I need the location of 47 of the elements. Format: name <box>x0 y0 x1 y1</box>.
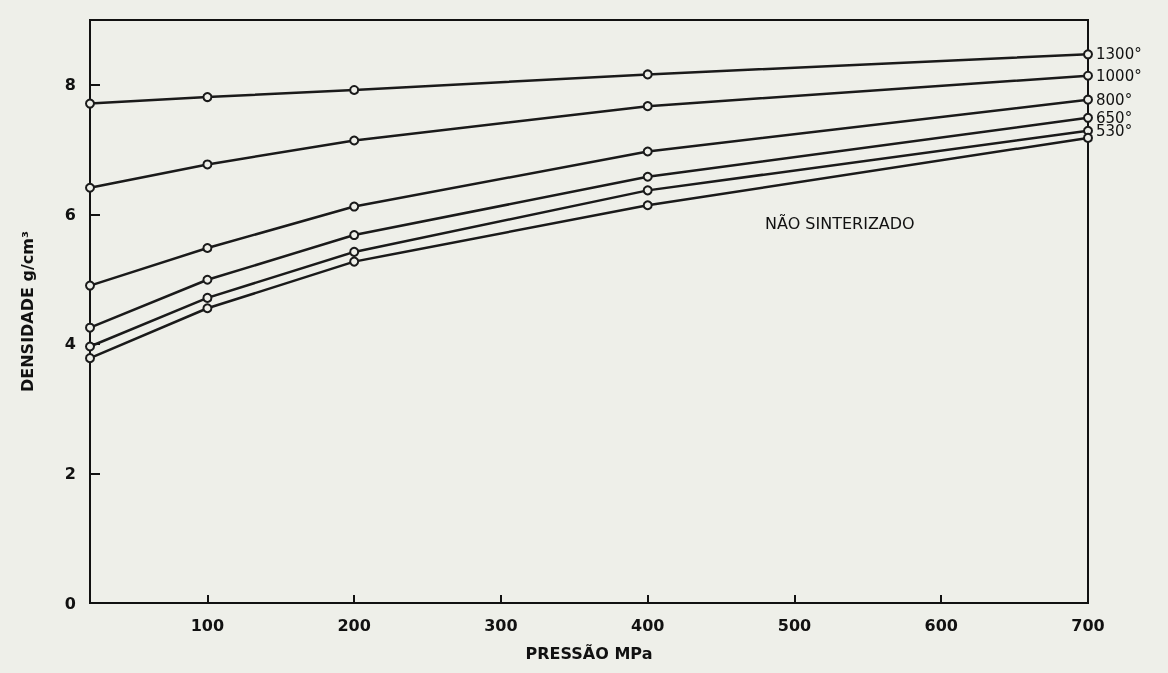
point <box>202 292 213 303</box>
series-label: 1300° <box>1096 45 1142 64</box>
point <box>85 322 95 333</box>
annotation: NÃO SINTERIZADO <box>765 213 915 233</box>
y-tick-label: 4 <box>64 334 76 354</box>
point <box>202 92 213 103</box>
x-tick-label: 400 <box>631 615 665 635</box>
point <box>85 182 95 193</box>
point <box>642 69 653 80</box>
point <box>349 230 360 241</box>
point <box>202 303 213 314</box>
y-tick-label: 2 <box>64 463 76 483</box>
point <box>85 353 95 364</box>
series-label: 800° <box>1096 90 1133 109</box>
point <box>85 341 95 352</box>
x-tick-label: 100 <box>190 615 225 635</box>
x-tick-label: 200 <box>337 615 371 635</box>
point <box>349 135 360 146</box>
x-tick-label: 700 <box>1071 615 1105 635</box>
x-tick-label: 500 <box>777 615 812 635</box>
point <box>1083 112 1093 123</box>
point <box>642 200 653 211</box>
x-axis-title: PRESSÃO MPa <box>525 643 653 663</box>
point <box>1083 94 1093 105</box>
point <box>202 274 213 285</box>
point <box>85 98 95 109</box>
point <box>349 246 360 257</box>
point <box>642 185 653 196</box>
x-tick-label: 300 <box>484 615 518 635</box>
point <box>349 201 360 212</box>
point <box>1083 132 1093 143</box>
series-label: 1000° <box>1096 66 1142 85</box>
x-tick-label: 600 <box>924 615 958 635</box>
point <box>642 171 653 182</box>
y-tick-label: 6 <box>64 204 76 224</box>
point <box>1083 49 1093 60</box>
point <box>202 159 213 170</box>
point <box>1083 70 1093 81</box>
y-axis-title: DENSIDADE g/cm³ <box>17 231 37 392</box>
point <box>349 256 360 267</box>
y-tick-label: 0 <box>64 593 76 613</box>
point <box>202 243 213 254</box>
point <box>85 280 95 291</box>
point <box>642 101 653 112</box>
point <box>349 84 360 95</box>
y-tick-label: 8 <box>64 75 76 95</box>
point <box>642 146 653 157</box>
